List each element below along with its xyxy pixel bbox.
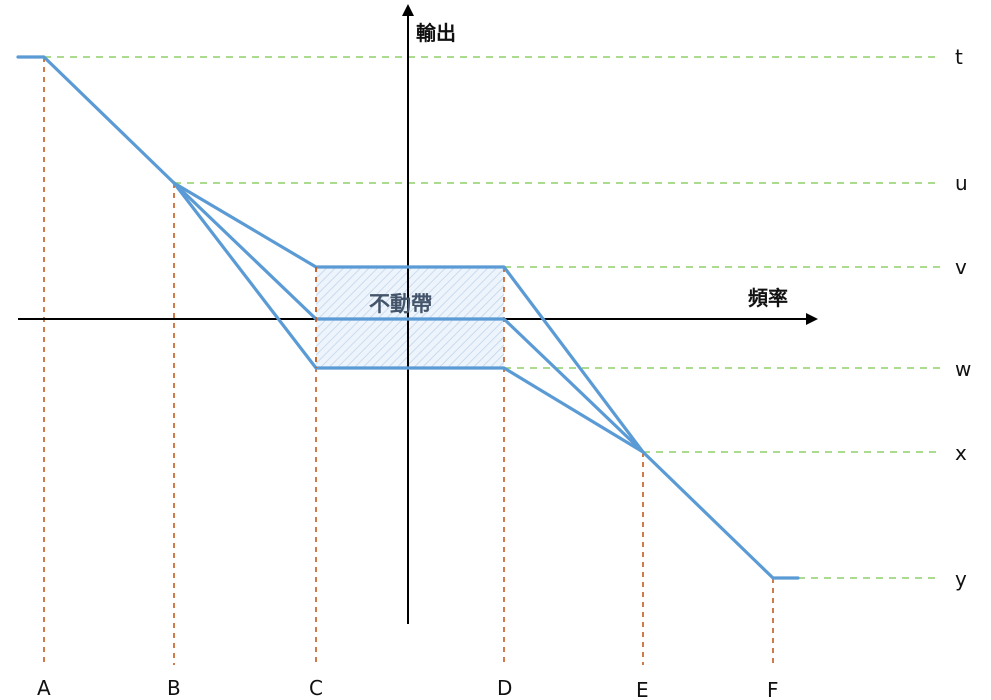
- curve-lower: [172, 181, 645, 454]
- frequency-label-A: A: [37, 676, 51, 700]
- curve-middle: [172, 181, 645, 454]
- level-label-x: x: [955, 441, 967, 465]
- frequency-labels: A B C D E F: [37, 676, 779, 700]
- characteristic-curves: [16, 55, 800, 580]
- y-axis-title: 輸出: [416, 21, 456, 45]
- frequency-label-C: C: [309, 676, 323, 700]
- frequency-label-E: E: [636, 678, 649, 700]
- x-axis-arrowhead: [806, 313, 818, 325]
- level-label-u: u: [955, 171, 968, 195]
- x-axis-title: 頻率: [748, 286, 788, 310]
- frequency-label-F: F: [767, 678, 779, 700]
- curve-upper: [16, 55, 800, 580]
- level-label-t: t: [955, 45, 963, 69]
- level-label-v: v: [955, 255, 967, 279]
- level-labels: t u v w x y: [955, 45, 971, 591]
- y-axis-arrowhead: [402, 4, 414, 16]
- frequency-guides: [43, 57, 774, 665]
- frequency-label-D: D: [497, 676, 512, 700]
- level-label-y: y: [955, 567, 967, 591]
- frequency-label-B: B: [167, 676, 181, 700]
- deadband-label: 不動帶: [369, 292, 432, 316]
- level-guides: [44, 56, 940, 579]
- level-label-w: w: [955, 357, 971, 381]
